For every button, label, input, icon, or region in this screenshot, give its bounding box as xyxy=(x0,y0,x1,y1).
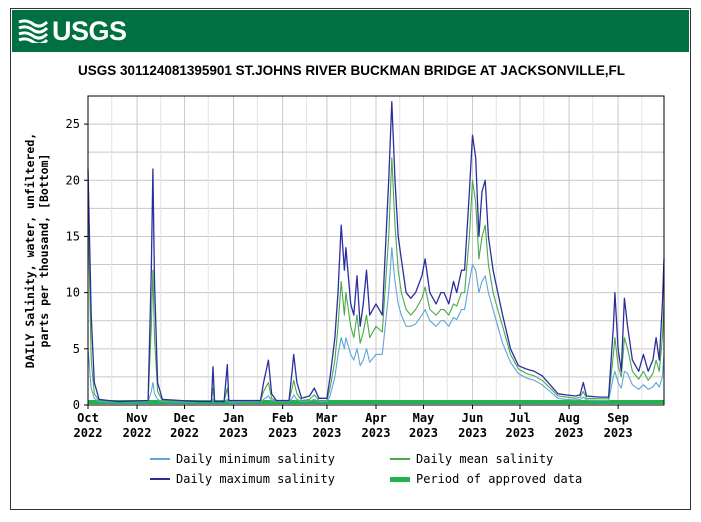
axis-layer: 0510152025Oct2022Nov2022Dec2022Jan2023Fe… xyxy=(23,95,665,440)
legend-item-approved: Period of approved data xyxy=(390,472,582,486)
legend-item-min: Daily minimum salinity xyxy=(150,452,335,466)
legend-swatch-approved xyxy=(390,476,410,482)
x-tick-year: 2022 xyxy=(74,426,103,440)
x-tick-month: Apr xyxy=(365,411,387,425)
y-axis-label-line: parts per thousand, [Bottom] xyxy=(37,154,51,348)
y-tick-label: 25 xyxy=(66,117,80,131)
y-tick-label: 20 xyxy=(66,173,80,187)
y-axis-label-line: DAILY Salinity, water, unfiltered, xyxy=(23,133,37,368)
chart-title: USGS 301124081395901 ST.JOHNS RIVER BUCK… xyxy=(78,63,625,78)
x-tick-year: 2022 xyxy=(170,426,199,440)
x-tick-month: Jun xyxy=(462,411,484,425)
x-tick-month: Nov xyxy=(126,411,148,425)
usgs-banner: USGS xyxy=(12,10,689,52)
y-tick-label: 10 xyxy=(66,286,80,300)
legend: Daily minimum salinity Daily mean salini… xyxy=(150,452,610,492)
x-tick-month: May xyxy=(413,411,435,425)
x-tick-year: 2023 xyxy=(268,426,297,440)
y-tick-label: 15 xyxy=(66,229,80,243)
y-tick-label: 0 xyxy=(73,398,80,412)
x-tick-year: 2023 xyxy=(219,426,248,440)
x-tick-year: 2023 xyxy=(604,426,633,440)
x-tick-year: 2023 xyxy=(506,426,535,440)
grid-layer xyxy=(87,96,664,405)
legend-swatch-mean xyxy=(390,458,410,460)
x-tick-year: 2023 xyxy=(458,426,487,440)
legend-label-max: Daily maximum salinity xyxy=(176,472,335,486)
usgs-logo[interactable]: USGS xyxy=(18,16,127,46)
legend-swatch-min xyxy=(150,458,170,460)
series-layer xyxy=(87,100,665,404)
x-tick-year: 2022 xyxy=(123,426,152,440)
series-line-max xyxy=(87,100,665,403)
legend-item-max: Daily maximum salinity xyxy=(150,472,335,486)
series-line-min xyxy=(87,247,665,403)
legend-item-mean: Daily mean salinity xyxy=(390,452,553,466)
legend-label-mean: Daily mean salinity xyxy=(416,452,554,466)
x-tick-month: Jul xyxy=(509,411,531,425)
legend-label-min: Daily minimum salinity xyxy=(176,452,335,466)
x-tick-month: Oct xyxy=(77,411,99,425)
x-tick-year: 2023 xyxy=(555,426,584,440)
x-tick-month: Dec xyxy=(174,411,196,425)
x-tick-month: Feb xyxy=(272,411,294,425)
usgs-logo-text: USGS xyxy=(52,15,127,46)
legend-swatch-max xyxy=(150,478,170,480)
x-tick-month: Jan xyxy=(223,411,245,425)
x-tick-month: Aug xyxy=(558,411,580,425)
y-tick-label: 5 xyxy=(73,342,80,356)
x-tick-month: Sep xyxy=(607,411,629,425)
x-tick-year: 2023 xyxy=(312,426,341,440)
x-tick-month: Mar xyxy=(316,411,338,425)
legend-label-approved: Period of approved data xyxy=(416,472,583,486)
x-tick-year: 2023 xyxy=(362,426,391,440)
usgs-wave-icon xyxy=(18,19,48,43)
x-tick-year: 2023 xyxy=(409,426,438,440)
